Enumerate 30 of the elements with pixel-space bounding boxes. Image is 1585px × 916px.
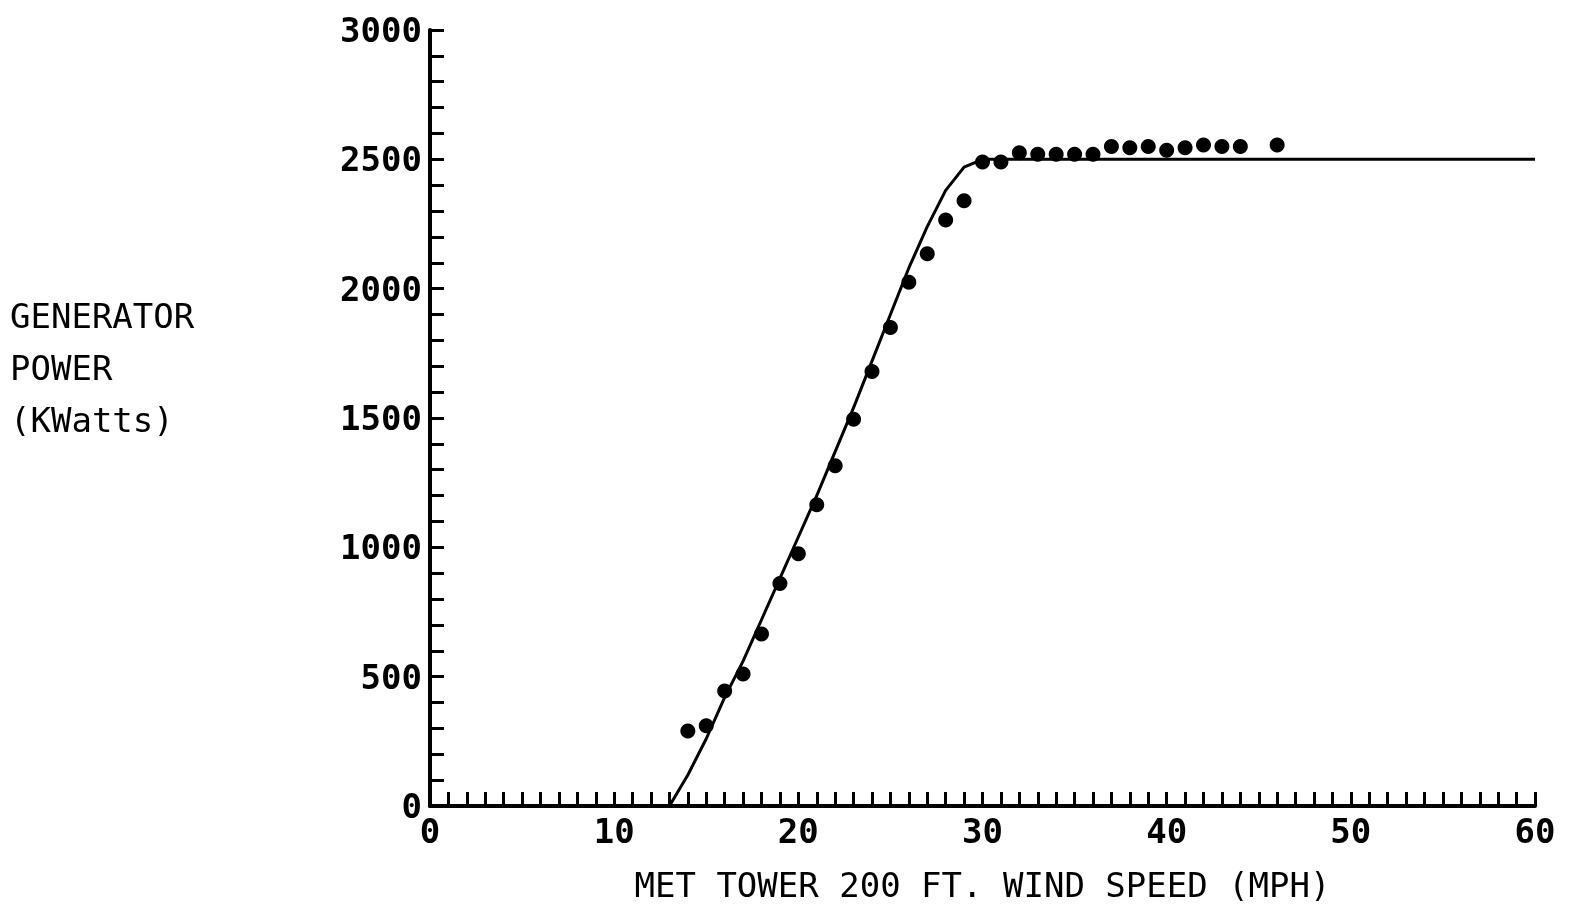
y-tick-label: 2500	[340, 139, 422, 180]
y-axis-title: GENERATOR POWER (KWatts)	[10, 296, 195, 440]
y-tick-label: 1500	[340, 398, 422, 438]
point	[1011, 145, 1027, 161]
y-tick-label: 1000	[340, 527, 422, 568]
point	[1177, 140, 1193, 156]
x-tick-label: 50	[1330, 811, 1372, 851]
point	[1159, 142, 1175, 158]
point	[1103, 138, 1119, 154]
y-tick-label: 2000	[340, 268, 422, 309]
point	[919, 246, 935, 262]
point	[1214, 138, 1230, 154]
y-tick-label: 3000	[340, 10, 422, 50]
point	[1196, 137, 1211, 153]
x-tick-label: 60	[1514, 811, 1556, 851]
x-tick-label: 30	[962, 811, 1003, 851]
point	[1140, 138, 1156, 154]
x-axis-title: MET TOWER 200 FT. WIND SPEED (MPH)	[634, 865, 1331, 905]
point	[790, 546, 806, 562]
x-tick-label: 40	[1146, 811, 1188, 851]
x-tick-label: 20	[777, 811, 819, 851]
point	[680, 723, 696, 739]
x-tick-label: 10	[593, 811, 635, 851]
y-tick-label: 0	[401, 786, 422, 826]
point	[1232, 138, 1248, 154]
y-tick-label: 500	[360, 656, 422, 697]
point	[1269, 137, 1285, 153]
point	[956, 193, 972, 209]
point	[938, 212, 954, 228]
point	[1122, 140, 1138, 156]
